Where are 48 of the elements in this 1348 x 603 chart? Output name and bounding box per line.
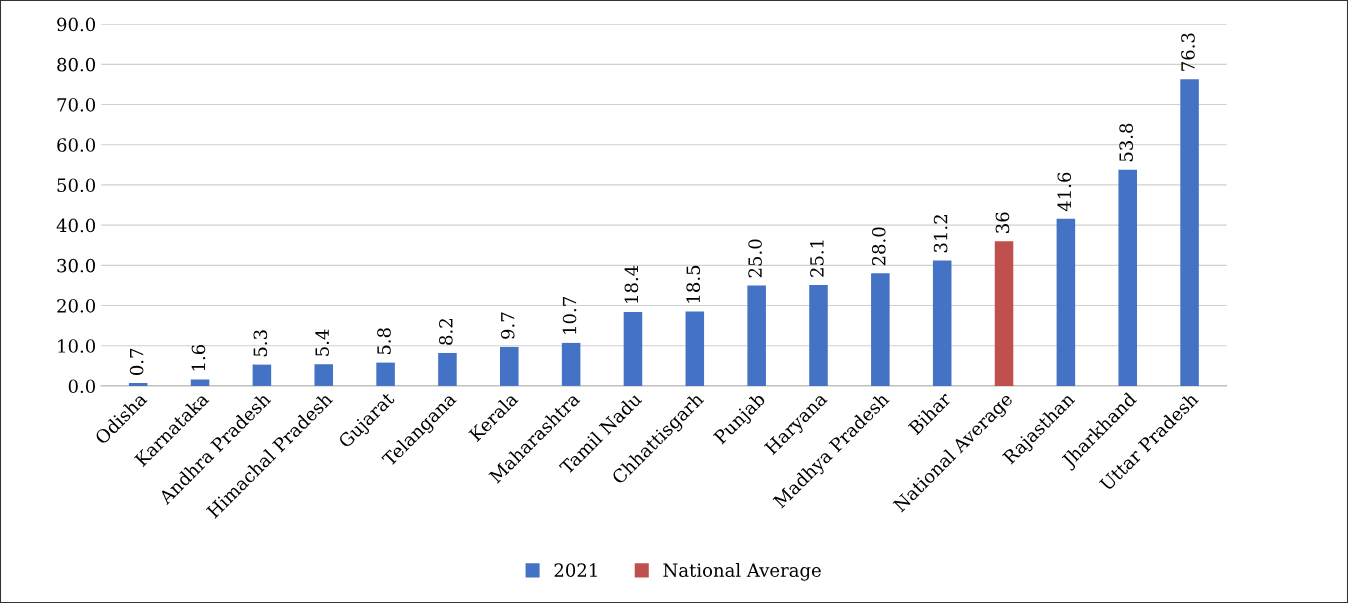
data-label: 25.1 bbox=[810, 240, 824, 277]
bar bbox=[500, 346, 519, 386]
data-label: 53.8 bbox=[1119, 123, 1133, 162]
y-tick-label: 30.0 bbox=[57, 258, 96, 273]
data-label: 9.7 bbox=[500, 312, 515, 339]
data-label: 28.0 bbox=[871, 227, 886, 266]
bar bbox=[561, 342, 581, 386]
data-label: 10.7 bbox=[562, 297, 577, 334]
data-label: 41.6 bbox=[1057, 172, 1072, 212]
y-tick-label: 60.0 bbox=[57, 138, 96, 152]
bar bbox=[623, 311, 643, 386]
data-label: 36 bbox=[995, 212, 1010, 233]
bar bbox=[1118, 169, 1137, 386]
data-label: 31.2 bbox=[933, 215, 948, 253]
y-tick-label: 40.0 bbox=[56, 218, 96, 233]
bar bbox=[685, 311, 705, 386]
legend-label: National Average bbox=[663, 562, 821, 581]
bar bbox=[376, 362, 395, 386]
y-tick-label: 70.0 bbox=[57, 97, 96, 112]
data-label: 18.5 bbox=[686, 265, 701, 303]
data-label: 0.7 bbox=[129, 348, 144, 375]
data-label: 25.0 bbox=[748, 239, 762, 278]
y-tick-label: 10.0 bbox=[58, 339, 96, 353]
bar bbox=[1056, 218, 1076, 386]
bar bbox=[128, 383, 148, 386]
bar bbox=[438, 352, 457, 386]
bar bbox=[994, 241, 1014, 386]
data-label: 5.3 bbox=[253, 330, 268, 357]
data-label: 8.2 bbox=[439, 319, 453, 345]
bar bbox=[252, 364, 272, 386]
bar bbox=[747, 285, 766, 386]
bar bbox=[932, 260, 952, 386]
bar bbox=[190, 379, 210, 386]
bar bbox=[1180, 79, 1199, 386]
bar bbox=[809, 285, 828, 386]
data-label: 76.3 bbox=[1181, 33, 1195, 71]
data-label: 1.6 bbox=[191, 344, 206, 371]
data-label: 5.8 bbox=[377, 328, 391, 355]
y-tick-label: 20.0 bbox=[57, 298, 96, 313]
y-tick-label: 90.0 bbox=[57, 17, 96, 32]
y-tick-label: 50.0 bbox=[57, 178, 96, 193]
legend-label: 2021 bbox=[554, 563, 597, 577]
data-label: 5.4 bbox=[315, 329, 329, 356]
y-tick-label: 0.0 bbox=[68, 379, 96, 394]
bar bbox=[871, 273, 890, 386]
bar bbox=[314, 364, 334, 386]
data-label: 18.4 bbox=[624, 265, 639, 303]
y-tick-label: 80.0 bbox=[57, 57, 96, 72]
